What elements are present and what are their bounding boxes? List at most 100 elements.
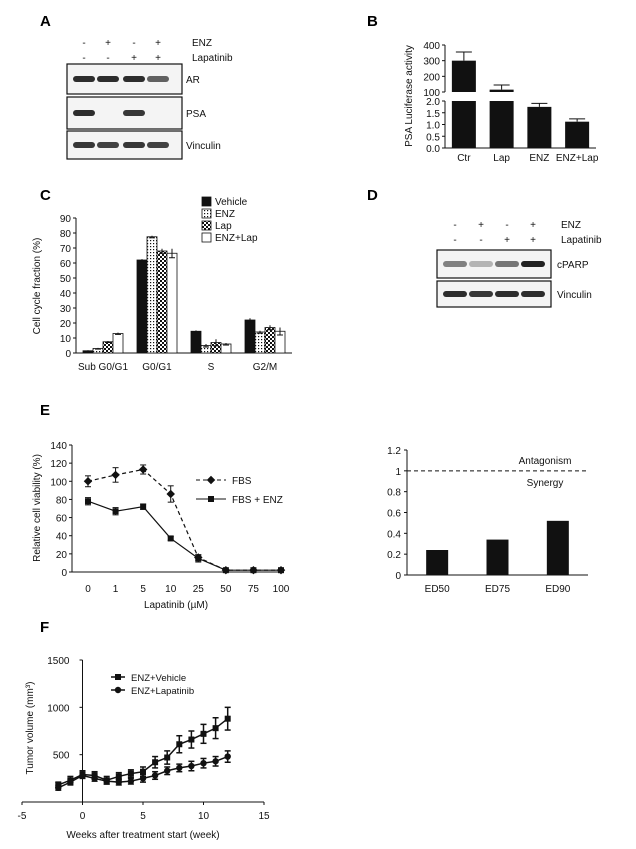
blot-band-label-psa: PSA	[186, 109, 206, 120]
ytick-label-upper-3: 400	[423, 41, 440, 52]
ytick-label-2: 20	[60, 319, 72, 330]
legend-label-1: FBS + ENZ	[232, 495, 283, 506]
blot-sign-r1-l0: -	[453, 235, 456, 246]
blot-row-label-1: Lapatinib	[192, 53, 233, 64]
ytick-label-1: 10	[60, 334, 72, 345]
panel-label-d: D	[367, 187, 378, 204]
xtick-label-1: 1	[113, 584, 119, 595]
bar-Lap-G0/G1	[156, 250, 168, 354]
point-ENZ+Lapatinib-14	[224, 753, 231, 760]
ytick-label-1: 20	[56, 550, 68, 561]
ytick-label-2: 0.4	[387, 529, 401, 540]
ytick-label-upper-1: 200	[423, 72, 440, 83]
annotation-antagonism: Antagonism	[519, 456, 572, 467]
point-ENZ+Lapatinib-0	[55, 784, 62, 791]
legend-marker-0	[115, 674, 121, 680]
point-FBS + ENZ-5	[222, 567, 229, 574]
point-ENZ+Lapatinib-1	[67, 778, 74, 786]
blot-sign-r1-l3: +	[530, 235, 536, 246]
bar-Vehicle-G2/M	[244, 319, 256, 354]
y-axis-label: Relative cell viability (%)	[32, 454, 43, 562]
bar-ENZ	[527, 106, 552, 148]
xtick-label-3: 10	[198, 811, 210, 822]
xtick-label-6: 75	[248, 584, 260, 595]
blot-sign-r0-l0: -	[82, 38, 85, 49]
y-axis-label: Tumor volume (mm³)	[25, 682, 36, 775]
point-FBS + ENZ-7	[278, 567, 284, 574]
blot-band-vinculin-lane1	[443, 291, 467, 297]
point-ENZ+Lapatinib-9	[164, 767, 171, 774]
point-ENZ+Vehicle-6	[127, 770, 134, 777]
xtick-label-1: 0	[80, 811, 86, 822]
ytick-label-0: 0	[395, 571, 401, 582]
legend-label-0: Vehicle	[215, 197, 248, 208]
ytick-label-7: 70	[60, 244, 72, 255]
blot-sign-r0-l2: -	[132, 38, 135, 49]
xtick-label-2: 5	[140, 811, 146, 822]
blot-row-label-0: ENZ	[192, 38, 212, 49]
panel-label-e: E	[40, 402, 50, 419]
point-FBS + ENZ-3	[167, 535, 174, 542]
ytick-label-3: 0.6	[387, 509, 401, 520]
point-FBS + ENZ-4	[195, 555, 202, 562]
legend-marker-1	[114, 686, 122, 694]
ytick-label-0: 0	[65, 349, 71, 360]
blot-sign-r0-l1: +	[478, 220, 484, 231]
xtick-label-0: 0	[85, 584, 91, 595]
blot-sign-r0-l0: -	[453, 220, 456, 231]
blot-band-cparp-lane1	[443, 261, 467, 267]
point-ENZ+Lapatinib-2	[79, 772, 86, 779]
point-ENZ+Lapatinib-7	[139, 775, 147, 782]
blot-band-vinculin-lane2	[97, 142, 119, 148]
point-ENZ+Vehicle-12	[200, 730, 207, 737]
blot-band-vinculin-lane1	[73, 142, 95, 148]
ytick-label-0: 0	[61, 568, 67, 579]
y-axis-label: Cell cycle fraction (%)	[32, 238, 43, 335]
chart-c-cell-cycle: 0 10 20 30 40 50 60 70 80 90 Cell cycle fraction (…	[32, 196, 292, 373]
point-FBS + ENZ-0	[85, 498, 91, 505]
point-FBS + ENZ-1	[112, 508, 119, 515]
bar-ENZ+Lap	[565, 121, 590, 148]
blot-band-label-vinculin: Vinculin	[186, 141, 221, 152]
legend-label-0: ENZ+Vehicle	[131, 673, 186, 684]
legend-swatch-1	[201, 208, 212, 219]
bar-Ctr-upper	[451, 60, 476, 92]
blot-band-vinculin-lane4	[521, 291, 545, 297]
chart-b-psa-luciferase: 100 200 300 400 0.00.51.01.52.0 PSA Luciferas…	[404, 41, 599, 164]
blot-sign-r0-l3: +	[530, 220, 536, 231]
ytick-label-6: 1.2	[387, 446, 401, 457]
point-FBS-2	[138, 465, 148, 474]
bar-ED50	[426, 550, 449, 575]
blot-row-label-1: Lapatinib	[561, 235, 602, 246]
panel-label-b: B	[367, 13, 378, 30]
point-ENZ+Lapatinib-10	[176, 764, 183, 772]
bar-ENZ+Lap-G0/G1	[166, 252, 178, 354]
xtick-label-2: ED90	[545, 584, 570, 595]
legend-label-1: ENZ+Lapatinib	[131, 686, 194, 697]
ytick-label-2: 40	[56, 532, 68, 543]
xtick-label-2: ENZ	[529, 153, 549, 164]
point-FBS-1	[111, 470, 120, 480]
x-axis-label: Weeks after treatment start (week)	[66, 830, 219, 841]
bar-Lap-Sub G0/G1	[102, 341, 114, 354]
legend-marker-0	[206, 475, 216, 485]
ytick-label-3: 30	[60, 304, 72, 315]
blot-band-vinculin-lane4	[147, 142, 169, 148]
point-ENZ+Vehicle-11	[188, 736, 195, 743]
chart-e-combination-index: 0 0.2 0.4 0.6 0.8 1 1.2 ED50 ED75 ED90 Antagonism S…	[387, 446, 588, 595]
legend-swatch-2	[201, 220, 212, 231]
blot-band-vinculin-lane3	[123, 142, 145, 148]
ytick-label-4: 40	[60, 289, 72, 300]
point-ENZ+Lapatinib-13	[212, 758, 219, 765]
ytick-label-lower-1: 0.5	[426, 132, 440, 143]
ytick-label-8: 80	[60, 229, 72, 240]
xtick-label-0: ED50	[425, 584, 450, 595]
ytick-label-0: 500	[53, 751, 70, 762]
blot-band-ar-lane3	[123, 76, 145, 82]
point-ENZ+Lapatinib-5	[115, 778, 123, 786]
blot-band-cparp-lane2	[469, 261, 493, 267]
point-ENZ+Vehicle-10	[176, 741, 183, 748]
ytick-label-4: 0.8	[387, 488, 401, 499]
point-ENZ+Lapatinib-11	[188, 762, 195, 770]
